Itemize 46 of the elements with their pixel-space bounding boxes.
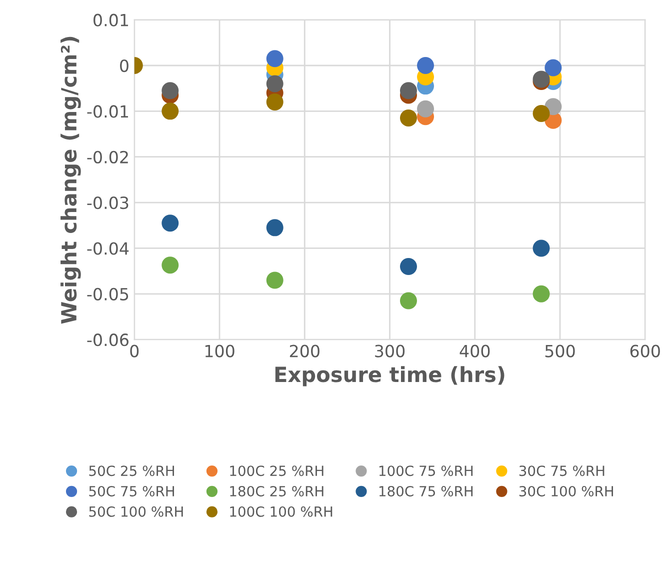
point xyxy=(400,110,417,127)
y-tick-label: -0.01 xyxy=(87,105,128,118)
point xyxy=(162,256,179,274)
x-tick-label: 300 xyxy=(375,344,405,358)
legend-label: 100C 25 %RH xyxy=(230,466,324,476)
point xyxy=(162,102,179,120)
point xyxy=(417,56,434,74)
point xyxy=(417,100,434,118)
point xyxy=(532,104,550,122)
y-tick-label: -0.06 xyxy=(87,334,128,346)
legend-label: 50C 25 %RH xyxy=(89,466,174,476)
point xyxy=(544,59,562,76)
point xyxy=(532,285,550,302)
x-tick-label: 500 xyxy=(545,344,575,358)
point xyxy=(266,50,284,68)
point xyxy=(400,82,417,100)
y-tick-label: -0.02 xyxy=(87,150,128,164)
legend-label: 100C 100 %RH xyxy=(230,506,332,517)
x-tick-label: 400 xyxy=(460,344,490,358)
y-tick-label: -0.05 xyxy=(87,288,128,300)
x-tick-label: 200 xyxy=(290,344,320,358)
y-tick-label: 0 xyxy=(120,59,128,72)
legend-label: 180C 75 %RH xyxy=(379,486,473,496)
x-tick-label: 600 xyxy=(630,344,660,358)
y-tick-label: -0.03 xyxy=(87,196,128,210)
legend-label: 180C 25 %RH xyxy=(230,486,324,496)
y-tick-label: -0.04 xyxy=(87,242,129,255)
legend-label: 50C 75 %RH xyxy=(89,486,174,496)
legend-label: 100C 75 %RH xyxy=(379,466,473,476)
point xyxy=(162,82,179,100)
x-tick-label: 0 xyxy=(130,344,139,358)
x-axis-title: Exposure time (hrs) xyxy=(275,366,504,386)
x-tick-label: 100 xyxy=(205,344,234,358)
legend-label: 30C 75 %RH xyxy=(519,466,604,476)
point xyxy=(400,258,417,276)
y-tick-label: 0.01 xyxy=(94,14,128,26)
point xyxy=(266,219,284,236)
point xyxy=(400,292,417,310)
legend-label: 50C 100 %RH xyxy=(89,506,183,517)
legend-label: 30C 100 %RH xyxy=(519,486,614,496)
point xyxy=(266,94,284,111)
point xyxy=(532,240,550,257)
point xyxy=(266,75,284,92)
point xyxy=(266,272,284,289)
y-axis-title: Weight change (mg/cm²) xyxy=(60,36,81,324)
point xyxy=(162,214,179,232)
